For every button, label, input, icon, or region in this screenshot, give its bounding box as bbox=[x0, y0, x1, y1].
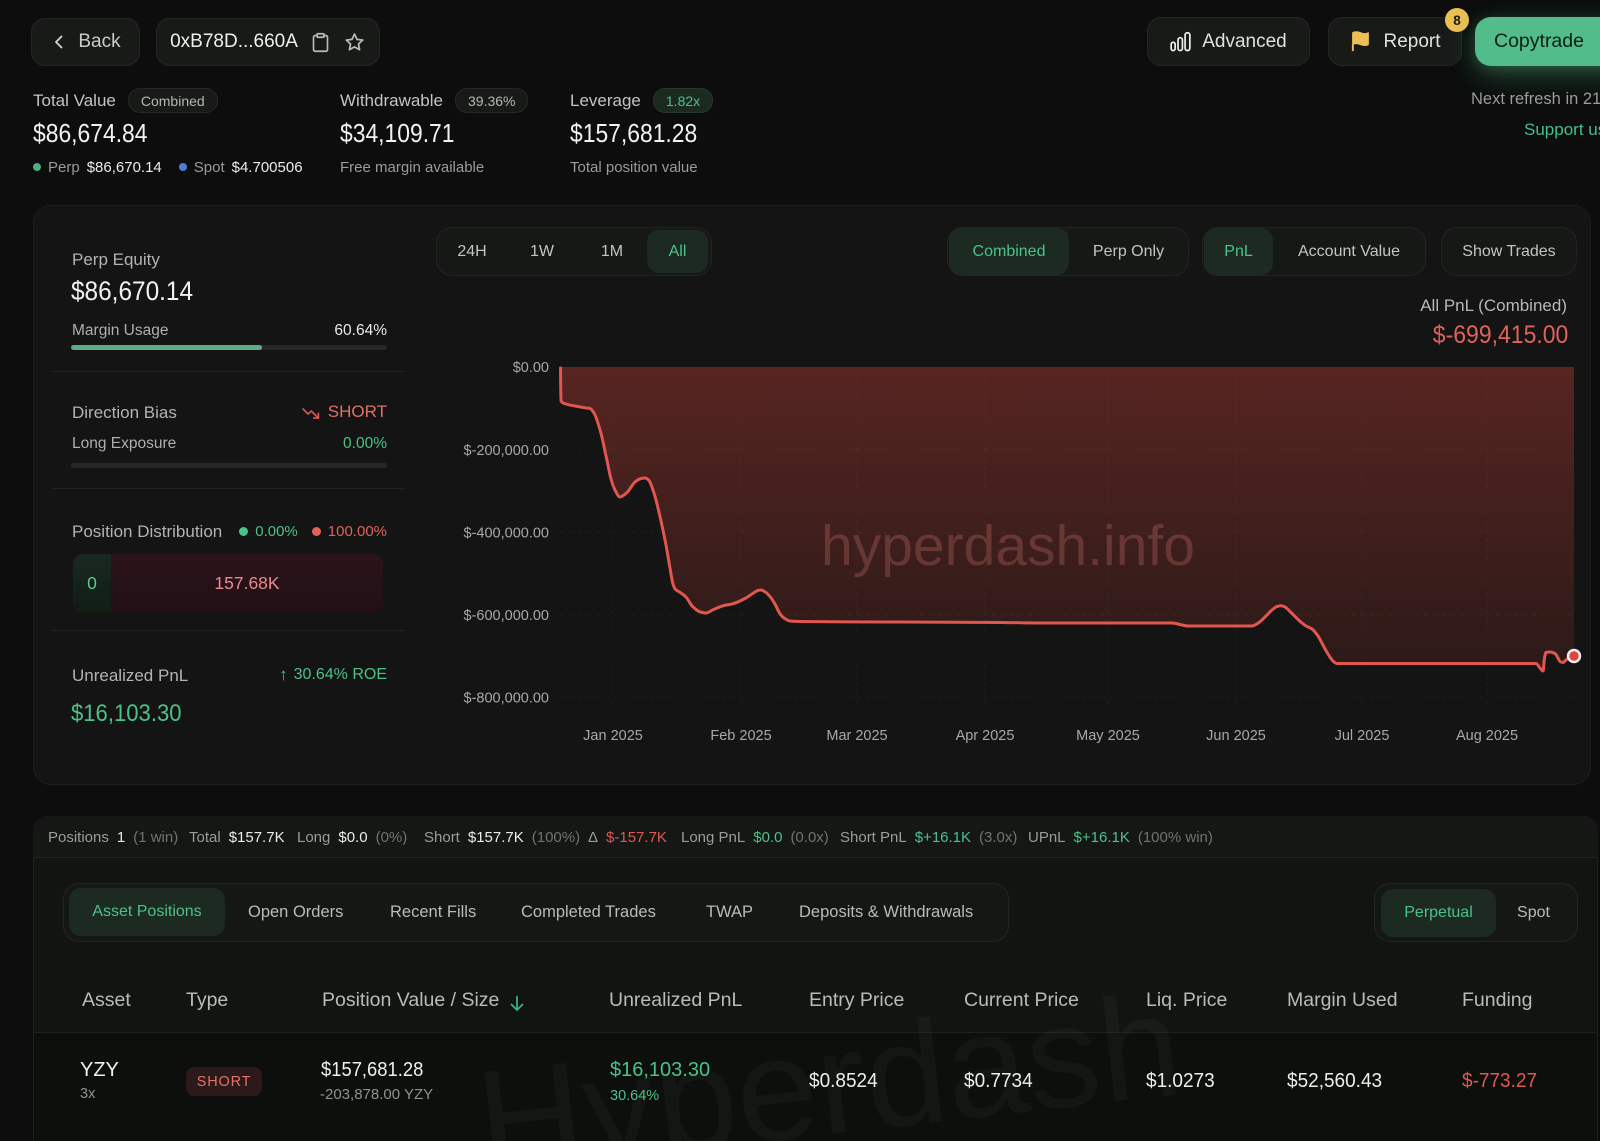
svg-text:hyperdash.info: hyperdash.info bbox=[821, 514, 1195, 578]
svg-text:Apr 2025: Apr 2025 bbox=[956, 728, 1015, 744]
svg-text:May 2025: May 2025 bbox=[1076, 728, 1140, 744]
svg-text:Feb 2025: Feb 2025 bbox=[710, 728, 771, 744]
svg-text:$0.00: $0.00 bbox=[513, 360, 549, 376]
svg-text:Jul 2025: Jul 2025 bbox=[1335, 728, 1390, 744]
svg-text:$-200,000.00: $-200,000.00 bbox=[464, 443, 549, 459]
svg-text:$-800,000.00: $-800,000.00 bbox=[464, 691, 549, 707]
svg-text:$-400,000.00: $-400,000.00 bbox=[464, 526, 549, 542]
svg-text:Mar 2025: Mar 2025 bbox=[826, 728, 887, 744]
svg-text:Jun 2025: Jun 2025 bbox=[1206, 728, 1266, 744]
svg-text:Aug 2025: Aug 2025 bbox=[1456, 728, 1518, 744]
svg-text:$-600,000.00: $-600,000.00 bbox=[464, 608, 549, 624]
svg-text:Jan 2025: Jan 2025 bbox=[583, 728, 643, 744]
